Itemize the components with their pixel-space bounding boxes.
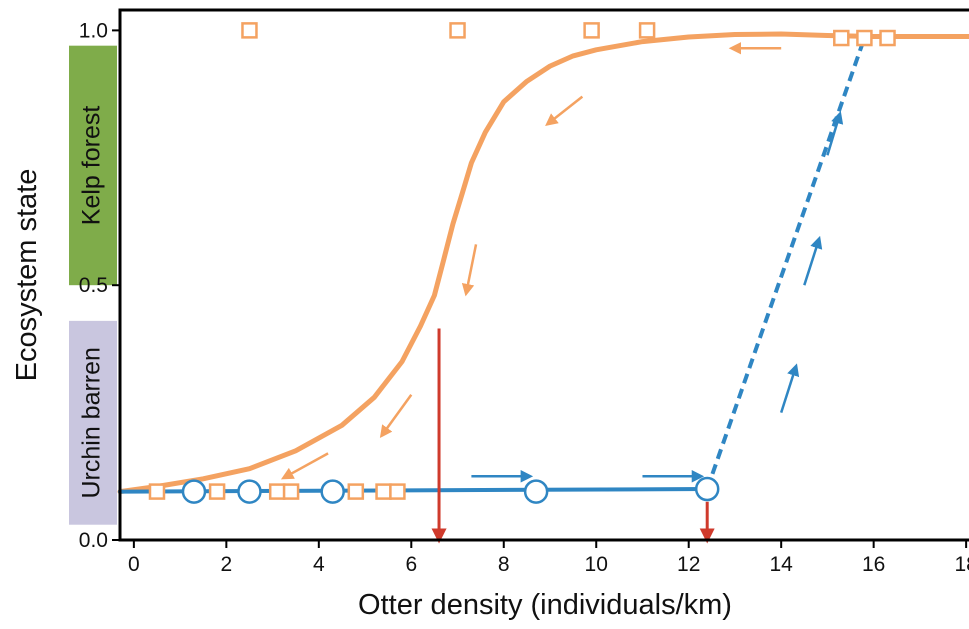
square-point-2 — [241, 22, 258, 39]
direction-arrow-1 — [545, 95, 584, 126]
direction-arrow-2 — [461, 244, 478, 297]
y-tick-label-1: 0.5 — [79, 274, 108, 297]
x-tick-label-1: 2 — [221, 553, 233, 576]
square-point-7 — [389, 483, 406, 500]
direction-arrow-8 — [803, 235, 823, 286]
direction-arrows — [280, 41, 844, 483]
x-axis-title: Otter density (individuals/km) — [358, 589, 732, 621]
square-point-8 — [449, 22, 466, 39]
x-tick-label-3: 6 — [405, 553, 417, 576]
x-tick-label-2: 4 — [313, 553, 325, 576]
square-point-6 — [375, 483, 392, 500]
square-point-3 — [268, 483, 286, 500]
series-line-1 — [118, 487, 710, 494]
circle-point-2 — [320, 479, 345, 504]
circle-point-0 — [181, 479, 207, 504]
circle-point-4 — [694, 476, 720, 502]
x-tick-label-8: 16 — [862, 553, 885, 576]
y-axis-ticks: 0.0 0.5 1.0 — [79, 19, 120, 552]
circle-point-1 — [237, 479, 262, 504]
direction-arrow-3 — [379, 394, 413, 439]
plot-frame — [118, 8, 969, 542]
direction-arrow-7 — [779, 363, 800, 413]
square-point-11 — [833, 29, 850, 47]
x-tick-label-0: 0 — [128, 553, 140, 576]
direction-arrow-9 — [826, 111, 844, 156]
square-point-12 — [856, 29, 873, 47]
x-tick-label-4: 8 — [498, 553, 510, 576]
square-point-0 — [148, 483, 166, 500]
band-1 — [69, 320, 117, 525]
circle-point-3 — [523, 479, 549, 504]
x-tick-label-7: 14 — [770, 553, 794, 576]
y-tick-label-0: 0.0 — [79, 529, 108, 552]
y-axis-title: Ecosystem state — [11, 169, 43, 382]
direction-arrow-4 — [280, 452, 329, 480]
threshold-arrows — [431, 328, 715, 544]
square-point-9 — [583, 22, 600, 39]
data-points — [148, 22, 896, 504]
x-axis-ticks: 0 2 4 6 8 10 12 14 16 18 — [128, 540, 969, 576]
square-point-1 — [208, 483, 226, 500]
band-label-0: Kelp forest — [78, 106, 106, 226]
band-0 — [69, 45, 117, 286]
square-point-4 — [282, 483, 300, 500]
square-point-10 — [638, 22, 656, 39]
x-tick-label-5: 10 — [585, 553, 608, 576]
series-line-2 — [705, 37, 867, 490]
state-bands: Kelp forest Urchin barren — [69, 45, 117, 525]
band-label-1: Urchin barren — [78, 347, 106, 498]
series-line-0 — [117, 31, 969, 495]
square-point-5 — [347, 483, 365, 500]
square-point-13 — [879, 29, 896, 47]
x-tick-label-9: 18 — [954, 553, 969, 576]
x-tick-label-6: 12 — [677, 553, 700, 576]
series-layer — [117, 31, 969, 495]
y-tick-label-2: 1.0 — [79, 19, 108, 42]
